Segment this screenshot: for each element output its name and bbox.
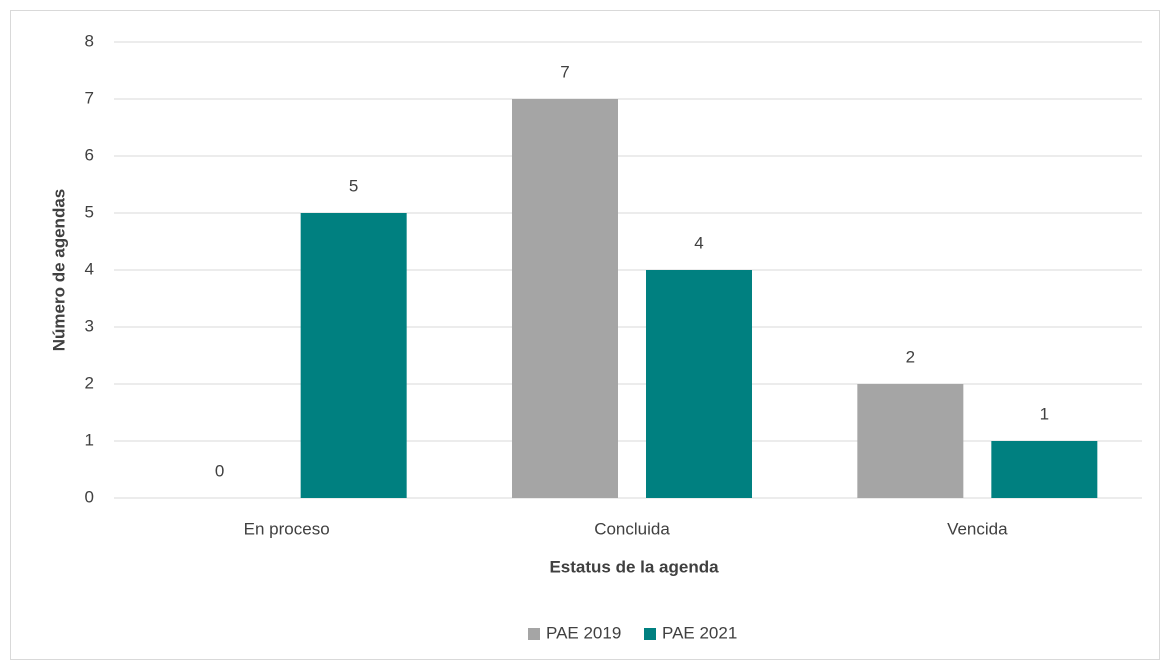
y-tick-label: 8 — [85, 31, 94, 50]
y-tick-label: 2 — [85, 373, 94, 392]
y-axis-title: Número de agendas — [49, 189, 68, 352]
legend-label: PAE 2021 — [662, 623, 737, 642]
bar — [857, 384, 964, 498]
data-label: 0 — [215, 461, 224, 480]
bar — [512, 99, 618, 498]
y-tick-label: 6 — [85, 145, 94, 164]
x-tick-label: Concluida — [594, 519, 670, 538]
data-label: 4 — [694, 233, 703, 252]
bar — [991, 441, 1098, 498]
data-label: 5 — [349, 176, 358, 195]
x-axis-title: Estatus de la agenda — [549, 557, 719, 576]
legend-swatch — [644, 628, 656, 640]
data-label: 1 — [1040, 404, 1049, 423]
data-label: 7 — [560, 62, 569, 81]
y-tick-label: 0 — [85, 487, 94, 506]
x-tick-label: En proceso — [244, 519, 330, 538]
bar — [300, 213, 407, 498]
y-tick-label: 4 — [85, 259, 94, 278]
x-tick-label: Vencida — [947, 519, 1008, 538]
legend-label: PAE 2019 — [546, 623, 621, 642]
legend-swatch — [528, 628, 540, 640]
data-label: 2 — [906, 347, 915, 366]
y-tick-label: 3 — [85, 316, 94, 335]
bar — [646, 270, 752, 498]
y-tick-label: 5 — [85, 202, 94, 221]
y-tick-label: 1 — [85, 430, 94, 449]
y-tick-label: 7 — [85, 88, 94, 107]
